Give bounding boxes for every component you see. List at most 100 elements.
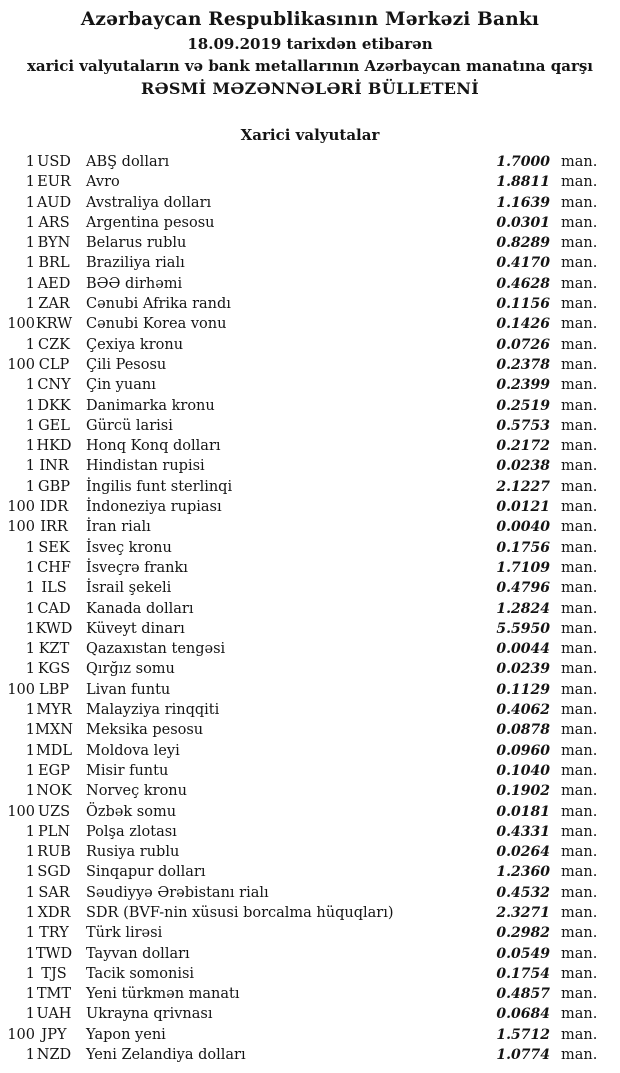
rate-value: 1.8811 xyxy=(496,174,550,191)
table-row: 100 JPY Yapon yeni 1.5712 man. xyxy=(0,1025,620,1045)
currency-code: ZAR xyxy=(38,296,70,313)
unit-label: man. xyxy=(561,722,598,739)
table-row: 1 CNY Çin yuanı 0.2399 man. xyxy=(0,375,620,395)
currency-name: İngilis funt sterlinqi xyxy=(86,478,233,495)
rate-value: 0.4331 xyxy=(496,823,550,840)
currency-name: Livan funtu xyxy=(86,681,171,698)
rate-value: 0.8289 xyxy=(496,235,550,252)
nominal-value: 1 xyxy=(25,1047,35,1064)
currency-name: İsveç kronu xyxy=(86,539,172,556)
table-row: 1 MXN Meksika pesosu 0.0878 man. xyxy=(0,720,620,740)
currency-name: İsveçrə frankı xyxy=(86,559,188,576)
nominal-value: 100 xyxy=(7,519,35,536)
nominal-value: 1 xyxy=(25,823,35,840)
table-row: 1 DKK Danimarka kronu 0.2519 man. xyxy=(0,396,620,416)
rate-value: 0.0960 xyxy=(496,742,550,759)
rate-value: 0.4857 xyxy=(496,986,550,1003)
table-row: 1 EGP Misir funtu 0.1040 man. xyxy=(0,761,620,781)
table-row: 1 CZK Çexiya kronu 0.0726 man. xyxy=(0,335,620,355)
currency-code: RUB xyxy=(37,844,71,861)
unit-label: man. xyxy=(561,986,598,1003)
currency-name: Argentina pesosu xyxy=(86,214,215,231)
table-row: 1 BRL Braziliya rialı 0.4170 man. xyxy=(0,253,620,273)
currency-code: XDR xyxy=(37,904,71,921)
nominal-value: 1 xyxy=(25,174,35,191)
rate-value: 0.4170 xyxy=(496,255,550,272)
effective-date-line: 18.09.2019 tarixdən etibarən xyxy=(187,35,433,53)
rate-value: 1.0774 xyxy=(496,1047,550,1064)
scope-line: xarici valyutaların və bank metallarının… xyxy=(26,57,594,75)
nominal-value: 1 xyxy=(25,559,35,576)
table-row: 1 XDR SDR (BVF-nin xüsusi borcalma hüquqla… xyxy=(0,903,620,923)
currency-name: Ukrayna qrivnası xyxy=(86,1006,213,1023)
rate-value: 1.2824 xyxy=(496,600,550,617)
rate-value: 5.5950 xyxy=(496,620,550,637)
unit-label: man. xyxy=(561,214,598,231)
currency-code: USD xyxy=(37,154,71,170)
currency-name: Hindistan rupisi xyxy=(86,458,205,475)
currency-code: IDR xyxy=(39,499,69,516)
currency-code: MXN xyxy=(35,722,73,739)
table-row: 1 CAD Kanada dolları 1.2824 man. xyxy=(0,599,620,619)
currency-name: Səudiyyə Ərəbistanı rialı xyxy=(86,884,269,901)
nominal-value: 1 xyxy=(25,377,35,394)
table-row: 1 ILS İsrail şekeli 0.4796 man. xyxy=(0,578,620,598)
rate-value: 0.2172 xyxy=(496,438,550,455)
rate-value: 0.2399 xyxy=(496,377,550,394)
currency-code: CZK xyxy=(37,336,70,353)
currency-code: SEK xyxy=(38,539,70,556)
currency-name: Meksika pesosu xyxy=(86,722,204,739)
currency-name: Malayziya rinqqiti xyxy=(86,702,220,719)
currency-name: Küveyt dinarı xyxy=(86,620,185,637)
table-row: 1 NOK Norveç kronu 0.1902 man. xyxy=(0,781,620,801)
currency-code: TWD xyxy=(35,945,73,962)
table-row: 1 MYR Malayziya rinqqiti 0.4062 man. xyxy=(0,700,620,720)
currency-code: KRW xyxy=(35,316,73,333)
currency-name: Braziliya rialı xyxy=(86,255,185,272)
unit-label: man. xyxy=(561,499,598,516)
nominal-value: 1 xyxy=(25,722,35,739)
currency-name: ABŞ dolları xyxy=(86,154,170,170)
rate-value: 0.1156 xyxy=(496,296,550,313)
section-title-foreign-currencies: Xarici valyutalar xyxy=(240,126,380,144)
unit-label: man. xyxy=(561,397,598,414)
currency-name: Danimarka kronu xyxy=(86,397,215,414)
rate-value: 0.1902 xyxy=(496,783,550,800)
unit-label: man. xyxy=(561,945,598,962)
rate-value: 2.1227 xyxy=(496,478,550,495)
nominal-value: 1 xyxy=(25,214,35,231)
table-row: 1 SGD Sinqapur dolları 1.2360 man. xyxy=(0,862,620,882)
unit-label: man. xyxy=(561,600,598,617)
table-row: 100 CLP Çili Pesosu 0.2378 man. xyxy=(0,355,620,375)
nominal-value: 1 xyxy=(25,986,35,1003)
table-row: 1 ZAR Cənubi Afrika randı 0.1156 man. xyxy=(0,294,620,314)
rate-value: 0.1426 xyxy=(496,316,550,333)
currency-name: Tayvan dolları xyxy=(86,945,190,962)
currency-code: CLP xyxy=(38,356,70,373)
unit-label: man. xyxy=(561,965,598,982)
currency-code: TMT xyxy=(36,986,72,1003)
nominal-value: 1 xyxy=(25,154,35,170)
nominal-value: 1 xyxy=(25,296,35,313)
currency-code: CHF xyxy=(37,559,71,576)
unit-label: man. xyxy=(561,458,598,475)
nominal-value: 1 xyxy=(25,275,35,292)
currency-code: GEL xyxy=(38,417,70,434)
currency-name: Yapon yeni xyxy=(86,1026,166,1043)
rate-value: 1.7000 xyxy=(496,154,550,170)
currency-code: AUD xyxy=(36,194,72,211)
nominal-value: 1 xyxy=(25,844,35,861)
table-row: 1 TMT Yeni türkmən manatı 0.4857 man. xyxy=(0,984,620,1004)
currency-code: SGD xyxy=(37,864,71,881)
table-row: 1 PLN Polşa zlotası 0.4331 man. xyxy=(0,822,620,842)
table-row: 1 BYN Belarus rublu 0.8289 man. xyxy=(0,233,620,253)
currency-name: Misir funtu xyxy=(86,762,169,779)
table-row: 1 HKD Honq Konq dolları 0.2172 man. xyxy=(0,436,620,456)
nominal-value: 1 xyxy=(25,194,35,211)
currency-name: Qazaxıstan tengəsi xyxy=(86,641,226,658)
nominal-value: 1 xyxy=(25,336,35,353)
unit-label: man. xyxy=(561,1006,598,1023)
table-row: 100 KRW Cənubi Korea vonu 0.1426 man. xyxy=(0,314,620,334)
nominal-value: 1 xyxy=(25,945,35,962)
